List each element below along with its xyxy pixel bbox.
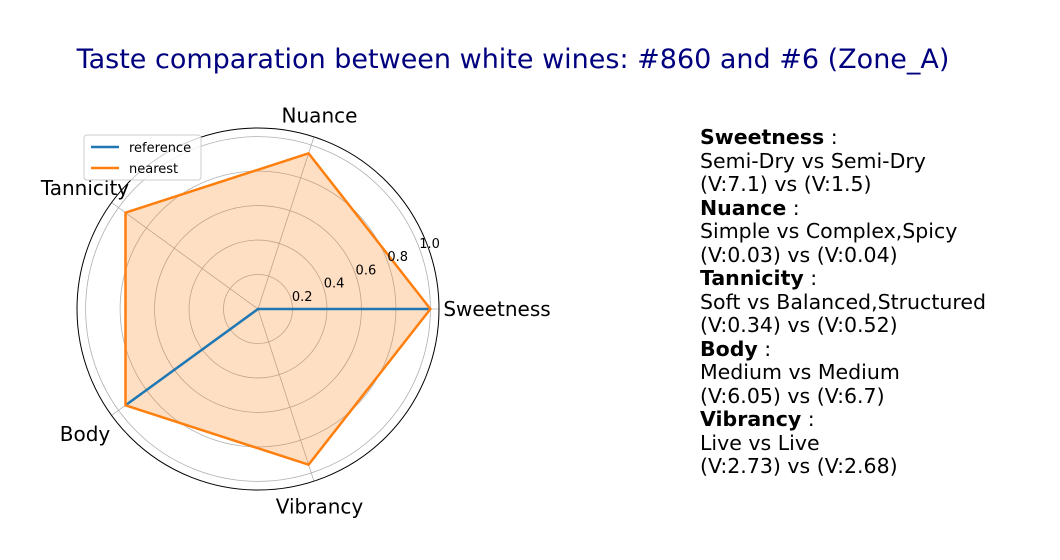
legend-label-reference: reference	[129, 141, 191, 156]
radial-tick-label: 0.2	[292, 290, 313, 305]
detail-separator: :	[803, 266, 818, 290]
radar-labels: 0.20.40.60.81.0SweetnessNuanceTannicityB…	[40, 104, 551, 519]
detail-separator: :	[786, 195, 800, 220]
radial-tick-label: 1.0	[419, 237, 440, 252]
legend: reference nearest	[83, 134, 202, 181]
detail-separator: :	[757, 336, 772, 361]
detail-compare: Simple vs Complex,Spicy	[700, 219, 958, 243]
detail-compare: Live vs Live	[700, 430, 820, 455]
comparison-details: Sweetness : Semi-Dry vs Semi-Dry (V:7.1)…	[700, 125, 986, 479]
radar-series	[124, 151, 432, 467]
axis-label-nuance: Nuance	[282, 104, 358, 128]
radial-tick-label: 0.8	[387, 250, 408, 265]
detail-values: (V:0.34) vs (V:0.52)	[700, 313, 898, 337]
grid-spoke	[257, 308, 315, 482]
detail-values: (V:6.05) vs (V:6.7)	[700, 383, 885, 408]
detail-vibrancy: Vibrancy : Live vs Live (V:2.73) vs (V:2…	[700, 407, 986, 479]
radial-tick-label: 0.4	[324, 277, 345, 292]
detail-sweetness: Sweetness : Semi-Dry vs Semi-Dry (V:7.1)…	[700, 125, 986, 197]
axis-label-sweetness: Sweetness	[443, 297, 550, 321]
radial-tick-label: 0.6	[356, 263, 377, 278]
axis-label-vibrancy: Vibrancy	[276, 494, 364, 518]
detail-values: (V:2.73) vs (V:2.68)	[700, 454, 898, 478]
legend-label-nearest: nearest	[129, 162, 178, 177]
detail-attribute: Body	[700, 336, 758, 361]
chart-title: Taste comparation between white wines: #…	[76, 44, 950, 75]
detail-attribute: Vibrancy	[700, 407, 802, 431]
polar-frame	[76, 127, 440, 491]
detail-values: (V:7.1) vs (V:1.5)	[700, 172, 872, 196]
detail-separator: :	[824, 125, 838, 149]
detail-tannicity: Tannicity : Soft vs Balanced,Structured …	[700, 266, 986, 338]
grid-spoke	[111, 202, 259, 310]
axis-label-body: Body	[60, 422, 111, 446]
detail-attribute: Nuance	[700, 195, 787, 220]
detail-values: (V:0.03) vs (V:0.04)	[700, 242, 898, 267]
detail-compare: Medium vs Medium	[700, 360, 900, 384]
detail-compare: Soft vs Balanced,Structured	[700, 289, 986, 314]
detail-compare: Semi-Dry vs Semi-Dry	[700, 148, 926, 173]
series-line-nearest	[124, 151, 432, 467]
detail-attribute: Tannicity	[700, 266, 804, 290]
detail-separator: :	[801, 407, 815, 431]
detail-attribute: Sweetness	[700, 125, 825, 149]
grid-spoke	[257, 136, 315, 310]
detail-nuance: Nuance : Simple vs Complex,Spicy (V:0.03…	[700, 195, 986, 268]
detail-body: Body : Medium vs Medium (V:6.05) vs (V:6…	[700, 336, 986, 409]
